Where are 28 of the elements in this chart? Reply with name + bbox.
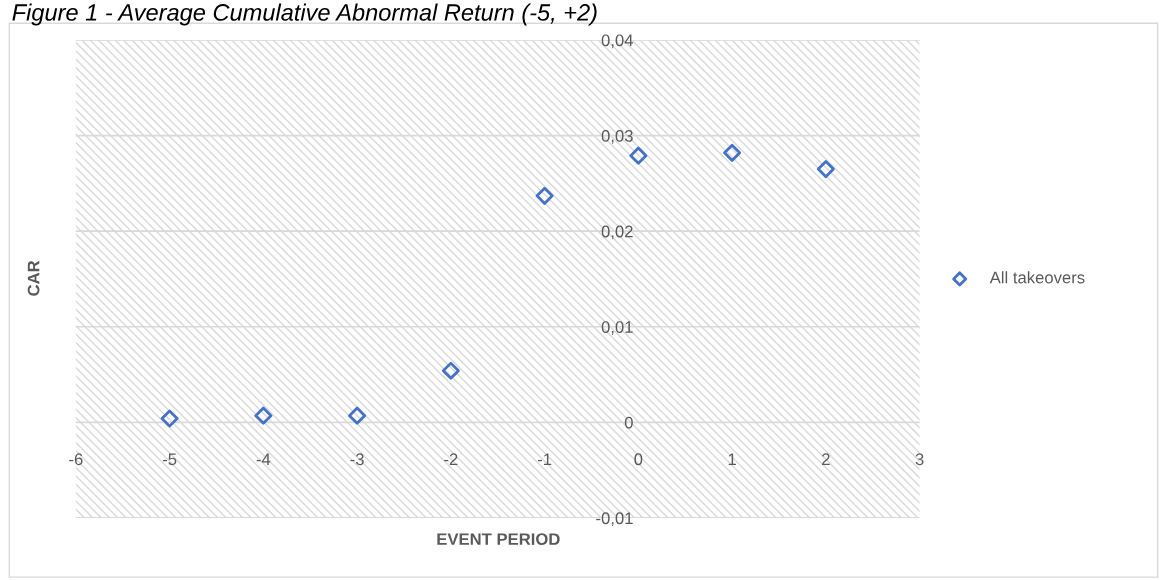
legend-label: All takeovers bbox=[989, 271, 1085, 284]
y-tick-label: 0,01 bbox=[601, 321, 633, 335]
y-tick-label: 0 bbox=[624, 416, 633, 429]
x-tick-label: -6 bbox=[69, 453, 83, 466]
x-tick-label: 2 bbox=[822, 453, 830, 465]
point bbox=[629, 146, 648, 165]
point bbox=[441, 361, 460, 380]
point bbox=[723, 143, 742, 162]
x-tick-label: -3 bbox=[350, 453, 364, 466]
y-tick-label: 0,03 bbox=[601, 130, 633, 144]
x-tick-label: 1 bbox=[728, 453, 736, 465]
x-tick-label: -2 bbox=[444, 453, 458, 465]
y-tick-label: -0,01 bbox=[596, 512, 633, 527]
x-tick-label: -4 bbox=[256, 453, 271, 465]
y-tick-label: 0,02 bbox=[601, 225, 633, 240]
point bbox=[816, 160, 835, 179]
y-tick-label: 0,04 bbox=[601, 34, 633, 49]
x-tick-label: 0 bbox=[634, 453, 643, 466]
point bbox=[160, 409, 179, 428]
x-tick-label: -5 bbox=[162, 453, 177, 466]
x-tick-label: -1 bbox=[537, 453, 552, 465]
y-axis-title: CAR bbox=[27, 260, 40, 296]
x-tick-label: 3 bbox=[915, 453, 924, 466]
point bbox=[348, 406, 367, 425]
point bbox=[535, 186, 554, 205]
chart-title: Figure 1 - Average Cumulative Abnormal Return (-5, +2) bbox=[12, 3, 597, 26]
point bbox=[254, 406, 273, 425]
x-axis-title: EVENT PERIOD bbox=[437, 533, 560, 546]
